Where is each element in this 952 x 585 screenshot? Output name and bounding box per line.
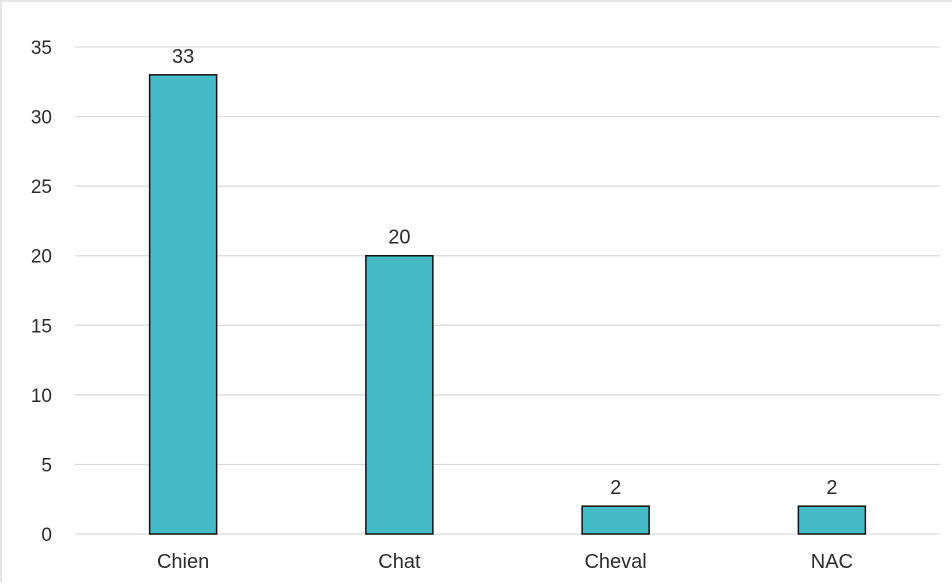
x-category-label: Chat bbox=[378, 551, 421, 573]
y-tick-label: 0 bbox=[41, 525, 52, 546]
bar-value-label: 2 bbox=[826, 477, 837, 499]
bar-value-label: 20 bbox=[388, 227, 410, 249]
bar bbox=[148, 74, 218, 535]
x-category-label: Chien bbox=[157, 551, 209, 573]
y-tick-label: 25 bbox=[31, 177, 52, 198]
bar-value-label: 2 bbox=[610, 477, 621, 499]
x-category-label: Cheval bbox=[584, 551, 646, 573]
bar bbox=[797, 505, 867, 535]
bar bbox=[581, 505, 650, 535]
x-axis-category-labels: Chien Chat Cheval NAC bbox=[157, 551, 853, 573]
bar-value-label: 33 bbox=[172, 46, 194, 68]
y-tick-label: 15 bbox=[31, 316, 52, 337]
y-tick-label: 35 bbox=[31, 38, 52, 59]
y-tick-label: 10 bbox=[31, 386, 52, 407]
bars bbox=[148, 74, 867, 535]
bar-value-labels: 33 20 2 2 bbox=[172, 46, 837, 499]
x-category-label: NAC bbox=[811, 551, 853, 573]
y-tick-label: 30 bbox=[31, 108, 52, 129]
gridlines bbox=[75, 46, 940, 535]
y-tick-label: 5 bbox=[41, 455, 52, 476]
bar bbox=[365, 254, 434, 535]
y-tick-label: 20 bbox=[31, 247, 52, 268]
y-axis-tick-labels: 0 5 10 15 20 25 30 35 bbox=[31, 38, 52, 546]
